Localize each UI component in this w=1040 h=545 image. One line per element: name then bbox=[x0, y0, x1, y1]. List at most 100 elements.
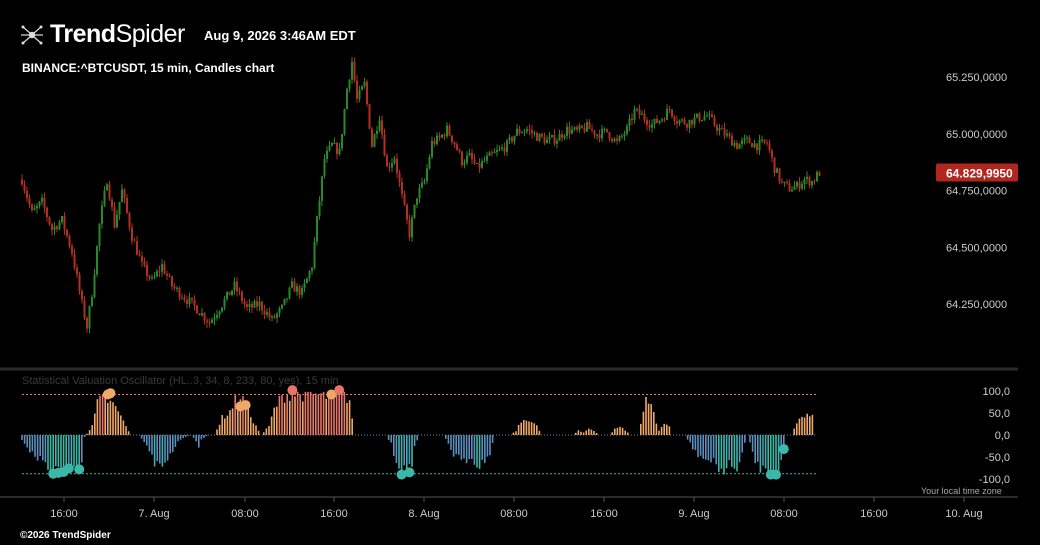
candle[interactable] bbox=[688, 119, 691, 133]
candle[interactable] bbox=[486, 151, 488, 165]
candle[interactable] bbox=[51, 222, 53, 236]
candle[interactable] bbox=[521, 130, 523, 134]
candle[interactable] bbox=[668, 105, 671, 114]
candle[interactable] bbox=[263, 305, 266, 320]
candle[interactable] bbox=[46, 206, 48, 222]
candle[interactable] bbox=[498, 145, 501, 152]
candle[interactable] bbox=[686, 122, 688, 132]
candle[interactable] bbox=[248, 299, 251, 313]
candle[interactable] bbox=[651, 119, 653, 133]
candle[interactable] bbox=[226, 291, 228, 302]
candle[interactable] bbox=[213, 313, 216, 326]
candle[interactable] bbox=[526, 126, 528, 134]
candle[interactable] bbox=[338, 142, 341, 156]
candle[interactable] bbox=[156, 268, 158, 278]
candle[interactable] bbox=[718, 124, 721, 136]
oscillator-histogram[interactable] bbox=[21, 391, 814, 476]
candle[interactable] bbox=[371, 126, 373, 148]
candle[interactable] bbox=[438, 132, 441, 142]
candle[interactable] bbox=[448, 123, 451, 137]
candle[interactable] bbox=[136, 236, 138, 256]
candle[interactable] bbox=[441, 133, 443, 139]
candle[interactable] bbox=[583, 123, 586, 134]
candle[interactable] bbox=[143, 257, 146, 268]
candle[interactable] bbox=[398, 169, 401, 187]
candle[interactable] bbox=[153, 272, 156, 280]
candle[interactable] bbox=[101, 200, 103, 229]
candle[interactable] bbox=[128, 211, 131, 231]
candle[interactable] bbox=[723, 122, 726, 140]
candle[interactable] bbox=[388, 162, 391, 172]
candle[interactable] bbox=[408, 214, 411, 241]
candle[interactable] bbox=[623, 130, 626, 141]
candle[interactable] bbox=[708, 110, 711, 120]
candle[interactable] bbox=[801, 180, 803, 191]
candle[interactable] bbox=[278, 306, 281, 318]
candle[interactable] bbox=[726, 129, 728, 138]
candle[interactable] bbox=[516, 124, 518, 137]
candle[interactable] bbox=[313, 236, 316, 270]
candle[interactable] bbox=[298, 284, 301, 299]
candle[interactable] bbox=[788, 179, 791, 192]
candle[interactable] bbox=[768, 139, 771, 154]
candle[interactable] bbox=[208, 318, 211, 328]
candle[interactable] bbox=[491, 149, 493, 157]
candle[interactable] bbox=[266, 308, 268, 318]
candle[interactable] bbox=[211, 317, 213, 324]
candle[interactable] bbox=[738, 143, 741, 149]
candle[interactable] bbox=[478, 158, 481, 173]
candle[interactable] bbox=[733, 140, 736, 148]
candle[interactable] bbox=[363, 78, 366, 89]
candle[interactable] bbox=[23, 180, 26, 194]
candle[interactable] bbox=[283, 298, 286, 306]
candle[interactable] bbox=[276, 312, 278, 323]
candle[interactable] bbox=[746, 135, 748, 144]
candle[interactable] bbox=[653, 118, 656, 129]
candle[interactable] bbox=[488, 150, 491, 156]
candle[interactable] bbox=[731, 132, 733, 146]
candle[interactable] bbox=[231, 289, 233, 297]
candle[interactable] bbox=[476, 162, 478, 164]
candle[interactable] bbox=[541, 132, 543, 139]
candle[interactable] bbox=[581, 125, 583, 129]
candle[interactable] bbox=[793, 180, 796, 190]
candle[interactable] bbox=[238, 287, 241, 296]
candle[interactable] bbox=[743, 134, 746, 145]
candle[interactable] bbox=[591, 124, 593, 133]
candle[interactable] bbox=[76, 264, 78, 278]
candle[interactable] bbox=[341, 133, 343, 152]
candle[interactable] bbox=[183, 294, 186, 303]
candle[interactable] bbox=[346, 87, 348, 110]
candlestick-series[interactable] bbox=[21, 57, 821, 334]
candle[interactable] bbox=[561, 130, 563, 143]
candle[interactable] bbox=[646, 117, 648, 131]
candle[interactable] bbox=[753, 139, 756, 149]
candle[interactable] bbox=[466, 151, 468, 166]
candle[interactable] bbox=[748, 135, 751, 144]
candle[interactable] bbox=[133, 237, 136, 242]
candle[interactable] bbox=[648, 119, 651, 132]
candle[interactable] bbox=[383, 128, 386, 157]
candle[interactable] bbox=[418, 183, 421, 204]
candle[interactable] bbox=[81, 288, 83, 304]
candle[interactable] bbox=[126, 194, 128, 215]
candle[interactable] bbox=[716, 123, 718, 136]
candle[interactable] bbox=[291, 277, 293, 289]
candle[interactable] bbox=[771, 148, 773, 163]
candle[interactable] bbox=[218, 310, 221, 319]
candle[interactable] bbox=[358, 85, 361, 103]
candle[interactable] bbox=[536, 131, 538, 141]
candle[interactable] bbox=[473, 153, 476, 166]
candle[interactable] bbox=[176, 285, 178, 293]
candle[interactable] bbox=[451, 135, 453, 145]
candle[interactable] bbox=[318, 196, 321, 220]
candle[interactable] bbox=[766, 139, 768, 147]
candle[interactable] bbox=[481, 158, 483, 170]
candle[interactable] bbox=[791, 186, 793, 192]
candle[interactable] bbox=[86, 315, 88, 334]
candle[interactable] bbox=[458, 148, 461, 154]
candle[interactable] bbox=[671, 108, 673, 119]
candle[interactable] bbox=[258, 296, 261, 312]
candle[interactable] bbox=[311, 266, 313, 275]
candle[interactable] bbox=[68, 233, 71, 249]
